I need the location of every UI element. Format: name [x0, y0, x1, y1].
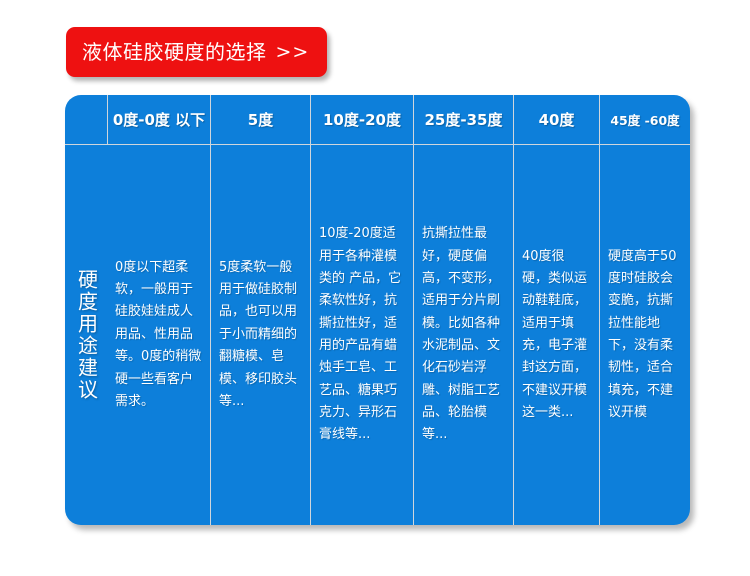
table-header-cell-1: 5度	[210, 95, 310, 144]
table-cell-4: 40度很 硬，类似运动鞋鞋底，适用于填充，电子灌封这方面，不建议开模这一类...	[513, 145, 599, 525]
header-corner-blank	[65, 95, 107, 144]
double-chevron-right-icon: >>	[275, 40, 310, 63]
table-header-row: 0度-0度 以下 5度 10度-20度 25度-35度 40度 45度 -60度	[65, 95, 690, 145]
table-header-cell-0: 0度-0度 以下	[107, 95, 210, 144]
hardness-guide-table: 0度-0度 以下 5度 10度-20度 25度-35度 40度 45度 -60度…	[65, 95, 690, 525]
table-cell-text-2: 10度-20度适用于各种灌模类的 产品，它柔软性好，抗撕拉性好，适用的产品有蜡烛…	[319, 226, 402, 443]
table-body-row: 硬度用途建议 0度以下超柔软，一般用于硅胶娃娃成人用品、性用品等。0度的稍微硬一…	[65, 145, 690, 525]
row-label-hardness-usage: 硬度用途建议	[65, 145, 107, 525]
table-header-cell-4: 40度	[513, 95, 599, 144]
row-label-text: 硬度用途建议	[74, 269, 99, 401]
table-cell-text-4: 40度很 硬，类似运动鞋鞋底，适用于填充，电子灌封这方面，不建议开模这一类...	[522, 248, 588, 421]
table-header-cell-2: 10度-20度	[310, 95, 413, 144]
table-cell-text-0: 0度以下超柔软，一般用于硅胶娃娃成人用品、性用品等。0度的稍微硬一些看客户需求。	[115, 259, 202, 409]
table-cell-5: 硬度高于50度时硅胶会变脆，抗撕拉性能地下，没有柔韧性，适合填充，不建议开模	[599, 145, 690, 525]
table-cell-0: 0度以下超柔软，一般用于硅胶娃娃成人用品、性用品等。0度的稍微硬一些看客户需求。	[107, 145, 210, 525]
table-cell-text-5: 硬度高于50度时硅胶会变脆，抗撕拉性能地下，没有柔韧性，适合填充，不建议开模	[608, 248, 677, 421]
section-title-banner: 液体硅胶硬度的选择 >>	[66, 27, 328, 77]
table-header-cell-3: 25度-35度	[413, 95, 513, 144]
table-cell-text-1: 5度柔软一般用于做硅胶制品，也可以用于小而精细的翻糖模、皂模、移印胶头等...	[219, 259, 298, 409]
table-header-cell-5: 45度 -60度	[599, 95, 690, 144]
table-cell-1: 5度柔软一般用于做硅胶制品，也可以用于小而精细的翻糖模、皂模、移印胶头等...	[210, 145, 310, 525]
table-cell-3: 抗撕拉性最好，硬度偏高，不变形，适用于分片刷模。比如各种水泥制品、文化石砂岩浮雕…	[413, 145, 513, 525]
table-cell-text-3: 抗撕拉性最好，硬度偏高，不变形，适用于分片刷模。比如各种水泥制品、文化石砂岩浮雕…	[422, 226, 501, 443]
section-title-text: 液体硅胶硬度的选择	[82, 40, 267, 64]
table-cell-2: 10度-20度适用于各种灌模类的 产品，它柔软性好，抗撕拉性好，适用的产品有蜡烛…	[310, 145, 413, 525]
